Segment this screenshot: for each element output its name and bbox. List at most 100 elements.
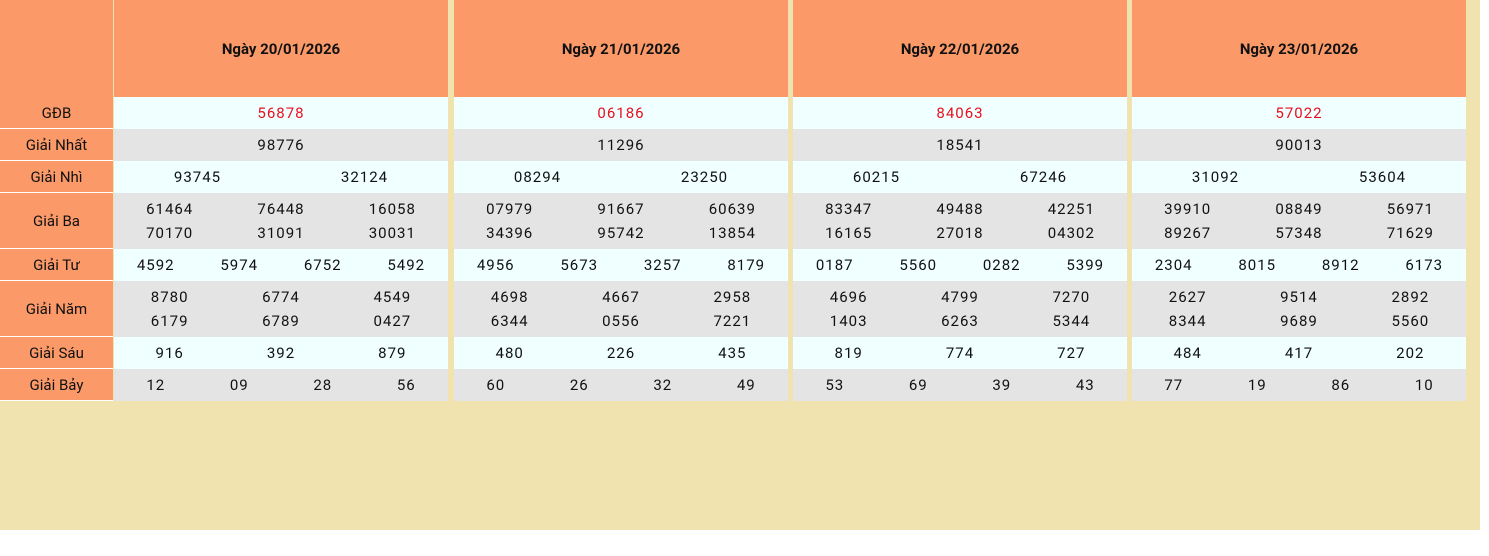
number: 31092	[1191, 168, 1240, 186]
prize-label: Giải Nhất	[0, 129, 113, 161]
prize-label: Giải Tư	[0, 249, 113, 281]
prize-cell: 83347 49488 42251 16165 27018 04302	[793, 193, 1127, 249]
prize-cell: 84063	[793, 97, 1127, 129]
number: 202	[1396, 344, 1425, 362]
number-grid: 39910 08849 56971 89267 57348 71629	[1132, 200, 1466, 242]
number: 57022	[1275, 104, 1323, 122]
number: 84063	[936, 104, 984, 122]
prize-cell: 916 392 879	[114, 337, 448, 369]
number: 76448	[257, 200, 305, 218]
number: 08849	[1275, 200, 1323, 218]
number: 1403	[829, 312, 868, 330]
number-grid: 08294 23250	[454, 168, 788, 186]
number: 90013	[1275, 136, 1323, 154]
corner	[0, 0, 113, 97]
number: 7270	[1052, 288, 1091, 306]
prize-cell: 11296	[454, 129, 788, 161]
number: 57348	[1275, 224, 1323, 242]
number: 53604	[1358, 168, 1407, 186]
prize-cell: 12 09 28 56	[114, 369, 448, 401]
prize-cell: 56878	[114, 97, 448, 129]
number-grid: 60215 67246	[793, 168, 1127, 186]
number: 5673	[560, 256, 599, 274]
number: 484	[1173, 344, 1202, 362]
number: 86	[1331, 376, 1351, 394]
prize-cell: 31092 53604	[1132, 161, 1466, 193]
prize-cell: 98776	[114, 129, 448, 161]
number-grid: 484 417 202	[1132, 344, 1466, 362]
prize-cell: 2304 8015 8912 6173	[1132, 249, 1466, 281]
prize-cell: 0187 5560 0282 5399	[793, 249, 1127, 281]
number: 6752	[303, 256, 342, 274]
prize-label: Giải Ba	[0, 193, 113, 249]
number: 6263	[941, 312, 979, 330]
number-grid: 53 69 39 43	[793, 376, 1127, 394]
number: 4549	[373, 288, 412, 306]
number: 26	[569, 376, 589, 394]
number-grid: 819 774 727	[793, 344, 1127, 362]
prize-label: Giải Sáu	[0, 337, 113, 369]
page: GĐB Giải Nhất Giải Nhì Giải Ba Giải Tư Giải N…	[0, 0, 1480, 530]
date-header: Ngày 22/01/2026	[793, 0, 1127, 97]
number: 56	[396, 376, 416, 394]
number-grid: 57022	[1132, 104, 1466, 122]
number: 49488	[936, 200, 984, 218]
date-header: Ngày 20/01/2026	[114, 0, 448, 97]
number: 70170	[146, 224, 194, 242]
number-grid: 12 09 28 56	[114, 376, 448, 394]
number: 69	[908, 376, 928, 394]
number: 3257	[643, 256, 682, 274]
number-grid: 480 226 435	[454, 344, 788, 362]
number-grid: 4956 5673 3257 8179	[454, 256, 788, 274]
number-grid: 06186	[454, 104, 788, 122]
number: 4696	[829, 288, 868, 306]
number: 5974	[220, 256, 259, 274]
number: 16058	[368, 200, 416, 218]
number: 5344	[1052, 312, 1091, 330]
number: 0427	[373, 312, 412, 330]
number-grid: 11296	[454, 136, 788, 154]
number: 2627	[1168, 288, 1207, 306]
prize-label: Giải Năm	[0, 281, 113, 337]
number: 4667	[602, 288, 640, 306]
number: 916	[155, 344, 184, 362]
number-grid: 61464 76448 16058 70170 31091 30031	[114, 200, 448, 242]
number: 2892	[1391, 288, 1430, 306]
prize-cell: 8780 6774 4549 6179 6789 0427	[114, 281, 448, 337]
prize-cell: 93745 32124	[114, 161, 448, 193]
number: 2304	[1154, 256, 1193, 274]
number-grid: 31092 53604	[1132, 168, 1466, 186]
prize-cell: 06186	[454, 97, 788, 129]
number-grid: 916 392 879	[114, 344, 448, 362]
number: 879	[378, 344, 407, 362]
number: 0556	[602, 312, 640, 330]
prize-cell: 61464 76448 16058 70170 31091 30031	[114, 193, 448, 249]
prize-cell: 08294 23250	[454, 161, 788, 193]
number: 42251	[1047, 200, 1095, 218]
prize-cell: 57022	[1132, 97, 1466, 129]
number-grid: 60 26 32 49	[454, 376, 788, 394]
number: 30031	[368, 224, 416, 242]
number: 60	[486, 376, 506, 394]
number: 5492	[387, 256, 426, 274]
number: 56878	[257, 104, 305, 122]
prize-cell: 819 774 727	[793, 337, 1127, 369]
number-grid: 4592 5974 6752 5492	[114, 256, 448, 274]
prize-cell: 60 26 32 49	[454, 369, 788, 401]
number: 31091	[257, 224, 305, 242]
number: 2958	[713, 288, 752, 306]
number: 43	[1075, 376, 1095, 394]
number-grid: 8780 6774 4549 6179 6789 0427	[114, 288, 448, 330]
prize-cell: 77 19 86 10	[1132, 369, 1466, 401]
number: 12	[146, 376, 166, 394]
number: 32124	[340, 168, 389, 186]
number-grid: 98776	[114, 136, 448, 154]
number: 67246	[1019, 168, 1068, 186]
number: 480	[495, 344, 524, 362]
number: 4956	[476, 256, 515, 274]
number: 5560	[899, 256, 938, 274]
number: 39	[992, 376, 1012, 394]
prize-cell: 39910 08849 56971 89267 57348 71629	[1132, 193, 1466, 249]
number: 61464	[146, 200, 194, 218]
number: 60215	[852, 168, 901, 186]
